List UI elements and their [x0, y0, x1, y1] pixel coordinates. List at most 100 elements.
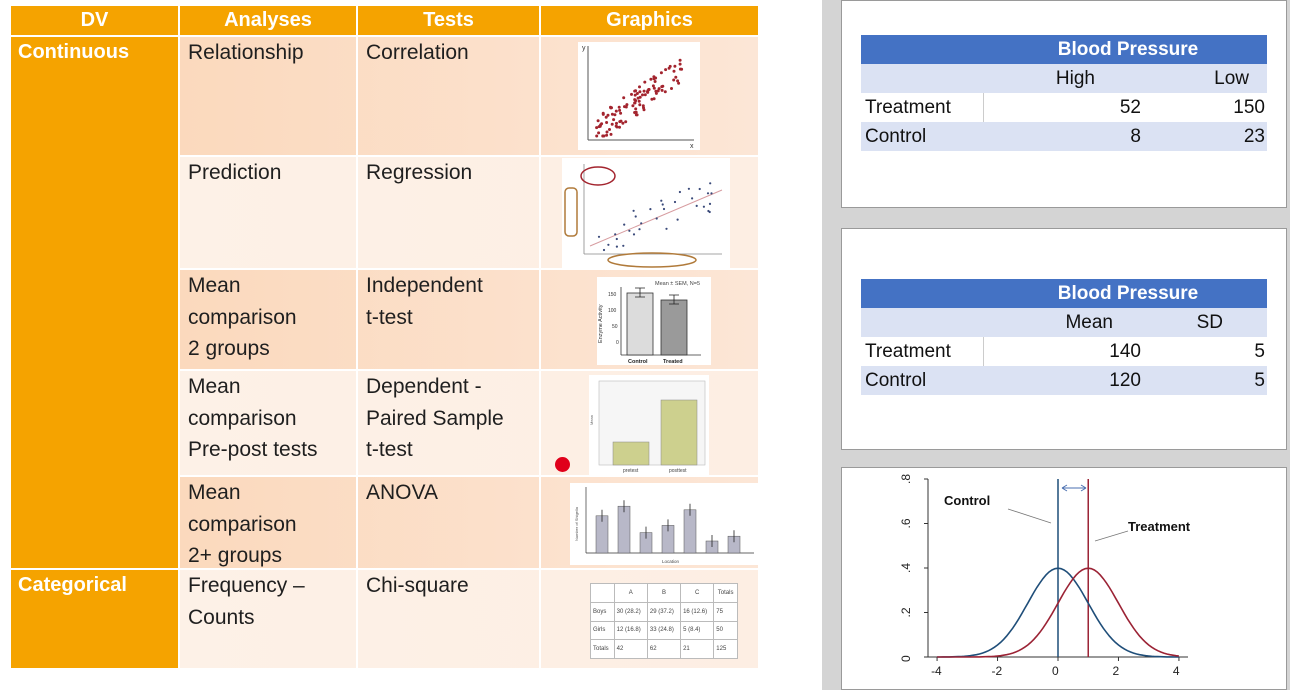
bp-means-value: 5	[1254, 340, 1265, 362]
test-line: Correlation	[366, 41, 469, 64]
y-tick-label: .4	[899, 563, 913, 573]
scatter-point	[605, 130, 609, 134]
scatter-point	[614, 109, 618, 113]
scatter-point	[634, 110, 638, 114]
svg-text:Mean: Mean	[589, 415, 594, 425]
scatter-point	[605, 133, 609, 137]
chi-table-cell: 30 (28.2)	[613, 601, 648, 622]
scatter-point	[678, 58, 682, 62]
scatter-point	[654, 91, 658, 95]
scatter-point	[637, 99, 641, 103]
scatter-point	[609, 105, 612, 109]
scatter-point	[660, 85, 664, 89]
bp-counts-row-label: Control	[865, 125, 927, 147]
scatter-point	[618, 125, 621, 129]
scatter-point	[633, 93, 637, 97]
scatter-point	[622, 96, 626, 100]
t-test-category: Control	[628, 359, 648, 365]
scatter-point	[653, 80, 657, 83]
paired-category: pretest	[623, 468, 639, 474]
normal-curves-plot: 0 .2 .4 .6 .8 -4 -2 0 2 4 Control Treatment	[899, 474, 1191, 678]
dv-cell-continuous: Continuous	[11, 37, 178, 568]
bp-counts-row-label: Treatment	[861, 93, 984, 122]
scatter-point	[617, 105, 621, 109]
chi-table-cell: 50	[713, 620, 738, 641]
regression-point	[710, 192, 713, 195]
regression-scatter-thumbnail	[562, 158, 730, 268]
regression-point	[662, 207, 666, 211]
bp-counts-slide: Blood Pressure High Low Treatment 52 150…	[841, 0, 1287, 208]
anova-bar	[683, 509, 697, 554]
scatter-point	[650, 97, 654, 101]
test-cell: Correlation	[358, 37, 469, 69]
x-tick-label: 2	[1112, 664, 1119, 678]
regression-point	[634, 215, 637, 218]
scatter-point	[642, 108, 646, 112]
scatter-point	[631, 104, 635, 108]
scatter-point	[676, 79, 680, 83]
t-test-bar-control	[626, 292, 654, 356]
t-test-category: Treated	[663, 359, 683, 365]
header-dv: DV	[11, 6, 178, 35]
scatter-point	[656, 89, 660, 93]
regression-point	[597, 235, 601, 238]
test-line: t-test	[366, 438, 413, 461]
chi-table-cell: Totals	[713, 583, 738, 603]
scatter-point	[619, 111, 623, 115]
chi-table-cell: 75	[713, 601, 738, 622]
scatter-point	[595, 126, 599, 130]
scatter-point	[615, 121, 618, 125]
bp-means-table: Blood Pressure Mean SD Treatment 140 5 C…	[861, 279, 1267, 395]
regression-point	[632, 209, 635, 212]
analysis-line: Mean	[188, 375, 241, 398]
bp-means-slide: Blood Pressure Mean SD Treatment 140 5 C…	[841, 228, 1287, 450]
header-analyses: Analyses	[180, 6, 356, 35]
analysis-cell: Mean comparison 2 groups	[180, 270, 297, 365]
analysis-line: comparison	[188, 406, 297, 430]
column-divider	[356, 35, 358, 668]
scatter-point	[654, 76, 658, 80]
chi-table-row: Girls 12 (16.8) 33 (24.8) 5 (8.4) 50	[590, 620, 738, 641]
bp-means-title: Blood Pressure	[861, 279, 1267, 308]
regression-point	[695, 204, 698, 207]
analysis-line: Mean	[188, 274, 241, 297]
chi-table-cell	[590, 583, 615, 603]
presenter-pointer	[555, 457, 570, 472]
regression-point	[687, 187, 690, 190]
chi-table-cell: 12 (16.8)	[613, 620, 648, 641]
test-line: Dependent -	[366, 375, 482, 398]
normal-curves-slide: 0 .2 .4 .6 .8 -4 -2 0 2 4 Control Treatment	[841, 467, 1287, 690]
scatter-point	[678, 67, 682, 71]
scatter-point	[649, 77, 653, 81]
scatter-point	[618, 120, 622, 124]
scatter-point	[635, 113, 639, 117]
scatter-point	[624, 120, 628, 124]
bp-means-value: 120	[1109, 369, 1141, 391]
bp-means-value: 140	[1109, 340, 1141, 362]
analysis-cell: Prediction	[180, 157, 281, 189]
scatter-point	[670, 87, 673, 90]
analysis-line: Relationship	[188, 41, 304, 64]
control-label: Control	[944, 493, 990, 508]
scatter-point	[633, 101, 637, 105]
scatter-point	[630, 92, 633, 96]
scatter-point	[674, 75, 678, 79]
scatter-point	[635, 92, 639, 95]
t-test-title: Mean ± SEM, N=5	[655, 281, 700, 287]
bp-counts-col-high: High	[1055, 67, 1095, 89]
regression-point	[623, 223, 626, 226]
column-divider	[539, 35, 541, 668]
scatter-point	[638, 85, 641, 89]
analysis-line: Counts	[188, 605, 255, 629]
chi-table-cell: Girls	[590, 620, 615, 641]
scatter-point	[647, 88, 651, 91]
scatter-point	[621, 121, 625, 125]
test-line: Regression	[366, 161, 473, 184]
chi-table-cell: 21	[680, 639, 715, 659]
bp-counts-col-low: Low	[1214, 67, 1249, 89]
scatter-point	[596, 119, 600, 123]
paired-bar-pretest	[612, 441, 650, 466]
bp-counts-value: 52	[1119, 96, 1141, 118]
regression-point	[632, 233, 636, 236]
regression-point	[614, 233, 617, 236]
